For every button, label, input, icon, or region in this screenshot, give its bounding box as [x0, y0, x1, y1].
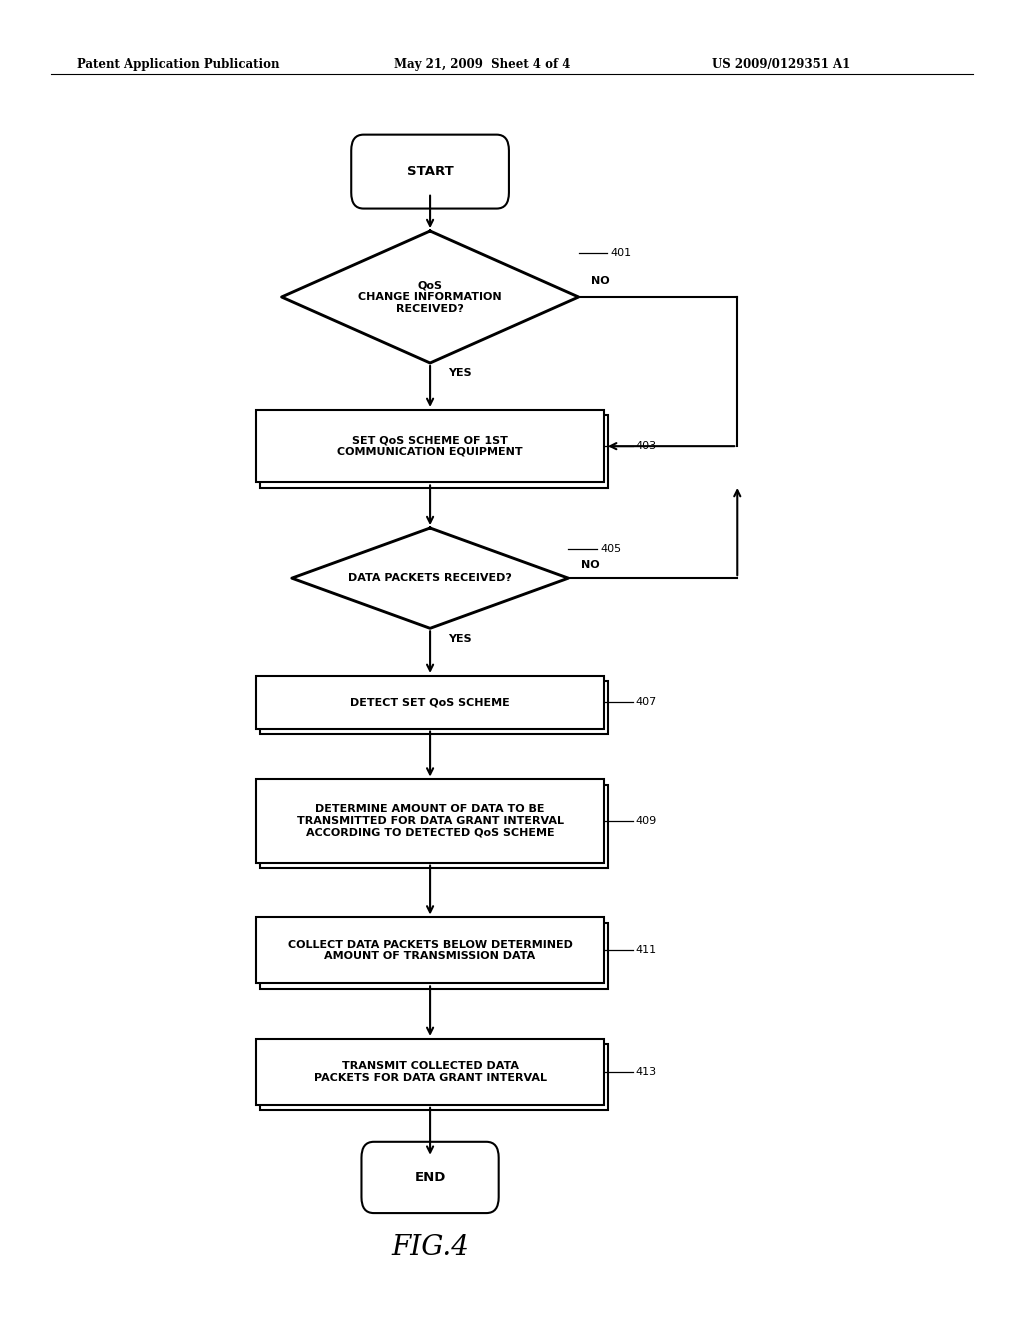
Bar — [256, 917, 604, 983]
Text: 403: 403 — [636, 441, 657, 451]
Bar — [256, 409, 604, 482]
Text: US 2009/0129351 A1: US 2009/0129351 A1 — [712, 58, 850, 71]
Text: COLLECT DATA PACKETS BELOW DETERMINED
AMOUNT OF TRANSMISSION DATA: COLLECT DATA PACKETS BELOW DETERMINED AM… — [288, 940, 572, 961]
Text: TRANSMIT COLLECTED DATA
PACKETS FOR DATA GRANT INTERVAL: TRANSMIT COLLECTED DATA PACKETS FOR DATA… — [313, 1061, 547, 1082]
Polygon shape — [282, 231, 579, 363]
Text: 401: 401 — [610, 248, 632, 259]
Text: END: END — [415, 1171, 445, 1184]
FancyBboxPatch shape — [351, 135, 509, 209]
Bar — [256, 1039, 604, 1105]
FancyBboxPatch shape — [361, 1142, 499, 1213]
Text: Patent Application Publication: Patent Application Publication — [77, 58, 280, 71]
Bar — [260, 923, 608, 989]
Bar — [260, 681, 608, 734]
Text: SET QoS SCHEME OF 1ST
COMMUNICATION EQUIPMENT: SET QoS SCHEME OF 1ST COMMUNICATION EQUI… — [337, 436, 523, 457]
Text: NO: NO — [591, 276, 609, 286]
Text: DETECT SET QoS SCHEME: DETECT SET QoS SCHEME — [350, 697, 510, 708]
Text: May 21, 2009  Sheet 4 of 4: May 21, 2009 Sheet 4 of 4 — [394, 58, 570, 71]
Bar — [260, 784, 608, 869]
Text: DATA PACKETS RECEIVED?: DATA PACKETS RECEIVED? — [348, 573, 512, 583]
Text: 409: 409 — [636, 816, 657, 826]
Text: 405: 405 — [600, 544, 622, 554]
Text: YES: YES — [449, 368, 472, 379]
Text: NO: NO — [581, 560, 599, 570]
Text: 407: 407 — [636, 697, 657, 708]
Text: START: START — [407, 165, 454, 178]
Bar — [260, 1044, 608, 1110]
Polygon shape — [292, 528, 568, 628]
Text: QoS
CHANGE INFORMATION
RECEIVED?: QoS CHANGE INFORMATION RECEIVED? — [358, 280, 502, 314]
Text: 411: 411 — [636, 945, 657, 956]
Text: DETERMINE AMOUNT OF DATA TO BE
TRANSMITTED FOR DATA GRANT INTERVAL
ACCORDING TO : DETERMINE AMOUNT OF DATA TO BE TRANSMITT… — [297, 804, 563, 838]
Text: YES: YES — [449, 634, 472, 644]
Text: FIG.4: FIG.4 — [391, 1234, 469, 1261]
Text: 413: 413 — [636, 1067, 657, 1077]
Bar — [256, 676, 604, 729]
Bar — [260, 414, 608, 487]
Bar — [256, 779, 604, 863]
